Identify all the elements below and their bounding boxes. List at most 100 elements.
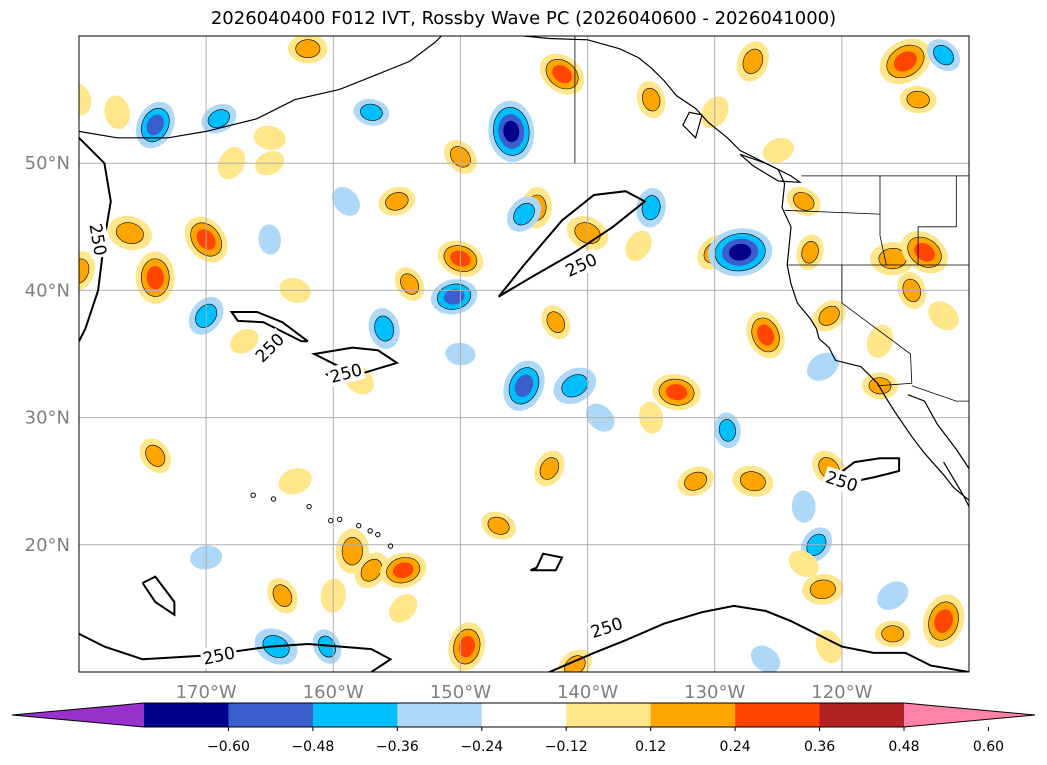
colorbar-segment xyxy=(566,703,652,727)
colorbar-segment xyxy=(144,703,229,727)
anomaly-blob xyxy=(201,103,237,134)
anomaly-blob xyxy=(267,577,298,614)
anomaly-level xyxy=(866,324,894,358)
lon-tick-label: 170°W xyxy=(176,682,237,703)
anomaly-level xyxy=(146,266,164,290)
anomaly-blob xyxy=(394,267,425,301)
contour-label-bg xyxy=(85,220,112,259)
anomaly-level xyxy=(317,635,336,658)
anomaly-level xyxy=(272,584,293,607)
ivt-contour-250 xyxy=(530,552,564,572)
colorbar-tick-label: 0.12 xyxy=(635,739,666,755)
ivt-contour-250 xyxy=(549,604,969,672)
anomaly-level xyxy=(253,125,286,150)
anomaly-blob xyxy=(927,39,960,72)
anomaly-blob xyxy=(812,300,846,332)
anomaly-blob xyxy=(288,36,328,64)
contour-label-bg xyxy=(586,612,627,643)
lon-tick-label: 160°W xyxy=(303,682,364,703)
anomaly-blob xyxy=(539,53,585,95)
gridlines xyxy=(79,36,969,672)
anomaly-blob xyxy=(714,412,741,449)
anomaly-level xyxy=(230,328,259,354)
anomaly-level xyxy=(278,468,312,495)
contour-label: 250 xyxy=(588,614,625,643)
anomaly-level xyxy=(514,374,534,398)
anomaly-level xyxy=(374,315,395,342)
anomaly-blob xyxy=(79,251,96,292)
coastline xyxy=(739,153,802,184)
anomaly-blob xyxy=(481,511,516,540)
contour-label-bg xyxy=(199,641,239,669)
colorbar-segment xyxy=(735,703,821,727)
anomaly-blob xyxy=(815,629,843,664)
anomaly-level xyxy=(718,419,736,442)
anomaly-level xyxy=(914,242,935,262)
anomaly-level xyxy=(665,384,688,401)
anomaly-level xyxy=(146,114,164,136)
anomaly-blob xyxy=(553,367,597,405)
anomaly-blob xyxy=(866,324,894,358)
anomaly-level xyxy=(809,579,836,600)
colorbar-segment xyxy=(481,703,567,727)
anomaly-level xyxy=(877,581,909,610)
contour-label-bg xyxy=(249,327,290,368)
anomaly-blob xyxy=(732,465,774,497)
colorbar-tick-label: −0.36 xyxy=(376,739,419,755)
map-title: 2026040400 F012 IVT, Rossby Wave PC (202… xyxy=(210,8,837,29)
anomaly-level xyxy=(546,311,565,333)
anomaly-level xyxy=(115,222,144,244)
island xyxy=(270,496,277,502)
contour-label: 250 xyxy=(84,222,109,257)
anomaly-blob xyxy=(762,137,794,164)
anomaly-blob xyxy=(389,594,418,623)
contour-label: 250 xyxy=(823,468,860,497)
ivt-contour-250 xyxy=(141,575,176,617)
colorbar-tick-label: −0.12 xyxy=(545,739,588,755)
ivt-contour-250 xyxy=(229,311,309,343)
coastline xyxy=(79,36,442,139)
anomaly-level xyxy=(458,635,475,658)
anomaly-level xyxy=(684,471,708,491)
anomaly-level xyxy=(739,471,766,492)
anomaly-level xyxy=(906,90,930,109)
anomaly-level xyxy=(933,44,954,66)
island xyxy=(336,516,343,523)
colorbar-tick-label: −0.60 xyxy=(207,739,250,755)
anomaly-level xyxy=(793,192,815,211)
island xyxy=(250,492,256,498)
lat-tick-label: 40°N xyxy=(25,280,70,301)
anomaly-level xyxy=(503,120,520,143)
anomaly-level xyxy=(757,324,775,346)
colorbar-segment xyxy=(228,703,314,727)
anomaly-blob xyxy=(448,622,486,671)
colorbar-outline xyxy=(11,702,1036,728)
colorbar-segment xyxy=(650,703,736,727)
anomaly-level xyxy=(928,301,959,331)
island xyxy=(356,523,362,529)
colorbar: −0.60 −0.48 −0.36 −0.24 −0.12 0.12 0.24 0.36 0.4… xyxy=(11,702,1036,755)
anomaly-blob xyxy=(253,125,286,150)
coastline xyxy=(682,111,703,139)
anomaly-level xyxy=(487,516,510,535)
anomaly-level xyxy=(641,195,661,221)
lon-tick-label: 140°W xyxy=(557,682,618,703)
colorbar-tick-label: −0.48 xyxy=(291,739,334,755)
anomaly-blob xyxy=(788,550,819,578)
anomaly-level xyxy=(791,490,816,523)
anomaly-level xyxy=(513,202,535,226)
coastline xyxy=(523,36,969,501)
colorbar-segment xyxy=(312,703,398,727)
anomaly-blob xyxy=(677,466,714,497)
anomaly-blob xyxy=(506,196,542,232)
anomaly-level xyxy=(400,273,419,295)
anomaly-blob xyxy=(879,38,932,85)
anomaly-blob xyxy=(922,594,965,648)
contour-label-bg xyxy=(326,358,366,388)
anomaly-level xyxy=(728,243,752,261)
anomaly-blob xyxy=(746,311,785,359)
lat-tick-label: 30°N xyxy=(25,408,70,429)
anomaly-level xyxy=(385,192,409,211)
